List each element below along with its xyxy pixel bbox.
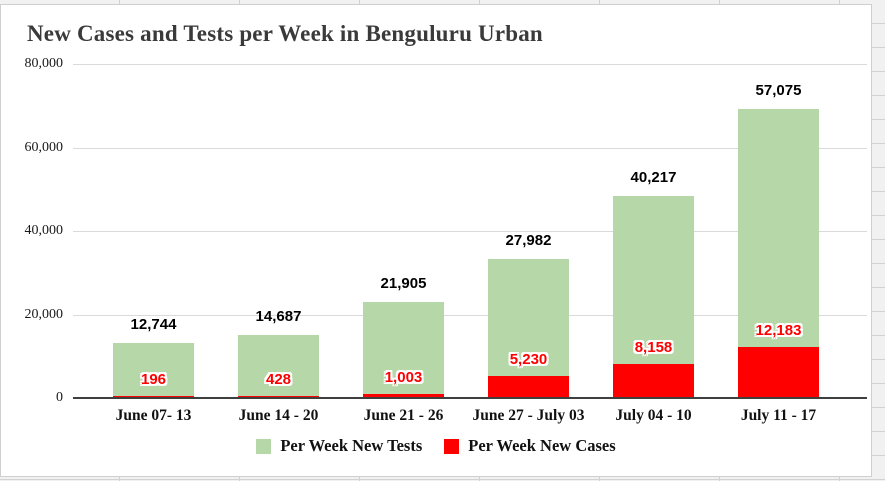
gridline bbox=[73, 314, 867, 316]
bar-cases-value-label: 12,183 bbox=[755, 322, 802, 340]
x-axis-baseline bbox=[73, 397, 867, 399]
chart-title[interactable]: New Cases and Tests per Week in Bengulur… bbox=[27, 21, 543, 46]
bar-segment-cases[interactable] bbox=[613, 363, 694, 398]
bar-tests-value-label: 57,075 bbox=[755, 81, 802, 99]
x-axis-label: June 14 - 20 bbox=[238, 407, 319, 424]
legend-item-cases[interactable]: Per Week New Cases bbox=[444, 436, 616, 456]
bar-segment-tests[interactable] bbox=[113, 342, 194, 396]
y-axis-tick-label: 80,000 bbox=[24, 56, 64, 71]
bar-tests-value-label: 27,982 bbox=[505, 232, 552, 250]
bar-group bbox=[238, 64, 319, 398]
x-axis-label: June 27 - July 03 bbox=[472, 407, 585, 424]
x-axis-label: June 07- 13 bbox=[115, 407, 192, 424]
bar-segment-cases[interactable] bbox=[488, 376, 569, 398]
legend-label-cases: Per Week New Cases bbox=[468, 436, 616, 455]
bar-segment-tests[interactable] bbox=[488, 259, 569, 377]
x-axis-label: June 21 - 26 bbox=[363, 407, 444, 424]
bar-tests-value-label: 21,905 bbox=[380, 275, 427, 293]
bar-group bbox=[363, 64, 444, 398]
gridline bbox=[73, 147, 867, 149]
bar-segment-tests[interactable] bbox=[363, 302, 444, 394]
plot-area: 0 20,000 40,000 60,000 80,000 12,744 196 June 0… bbox=[25, 56, 867, 424]
y-axis-tick-label: 0 bbox=[56, 390, 63, 405]
bar-cases-value-label: 5,230 bbox=[509, 351, 548, 369]
bar-group bbox=[113, 64, 194, 398]
legend-item-tests[interactable]: Per Week New Tests bbox=[256, 436, 422, 456]
bar-group bbox=[738, 64, 819, 398]
bar-cases-value-label: 1,003 bbox=[384, 368, 423, 386]
legend-swatch-cases-icon bbox=[444, 438, 460, 454]
gridline bbox=[73, 64, 867, 65]
y-axis-tick-label: 60,000 bbox=[24, 139, 64, 155]
bar-segment-tests[interactable] bbox=[738, 108, 819, 348]
legend: Per Week New Tests Per Week New Cases bbox=[1, 436, 871, 456]
bar-segment-tests[interactable] bbox=[238, 334, 319, 396]
y-axis-tick-label: 40,000 bbox=[24, 223, 64, 238]
bar-cases-value-label: 196 bbox=[140, 371, 167, 388]
x-axis-label: July 11 - 17 bbox=[740, 407, 817, 424]
bar-cases-value-label: 8,158 bbox=[634, 338, 673, 356]
bar-segment-cases[interactable] bbox=[738, 347, 819, 398]
bar-tests-value-label: 40,217 bbox=[630, 169, 677, 187]
bar-segment-cases[interactable] bbox=[363, 393, 444, 398]
bar-tests-value-label: 14,687 bbox=[255, 307, 302, 325]
bar-tests-value-label: 12,744 bbox=[130, 315, 177, 333]
bar-group bbox=[488, 64, 569, 398]
legend-swatch-tests-icon bbox=[256, 438, 272, 454]
legend-label-tests: Per Week New Tests bbox=[280, 436, 423, 455]
bar-group bbox=[613, 64, 694, 398]
x-axis-label: July 04 - 10 bbox=[615, 407, 692, 424]
y-axis-tick-label: 20,000 bbox=[24, 306, 64, 322]
gridline bbox=[73, 231, 867, 232]
bar-segment-tests[interactable] bbox=[613, 196, 694, 364]
bar-cases-value-label: 428 bbox=[265, 371, 292, 388]
chart[interactable]: New Cases and Tests per Week in Bengulur… bbox=[0, 4, 872, 477]
